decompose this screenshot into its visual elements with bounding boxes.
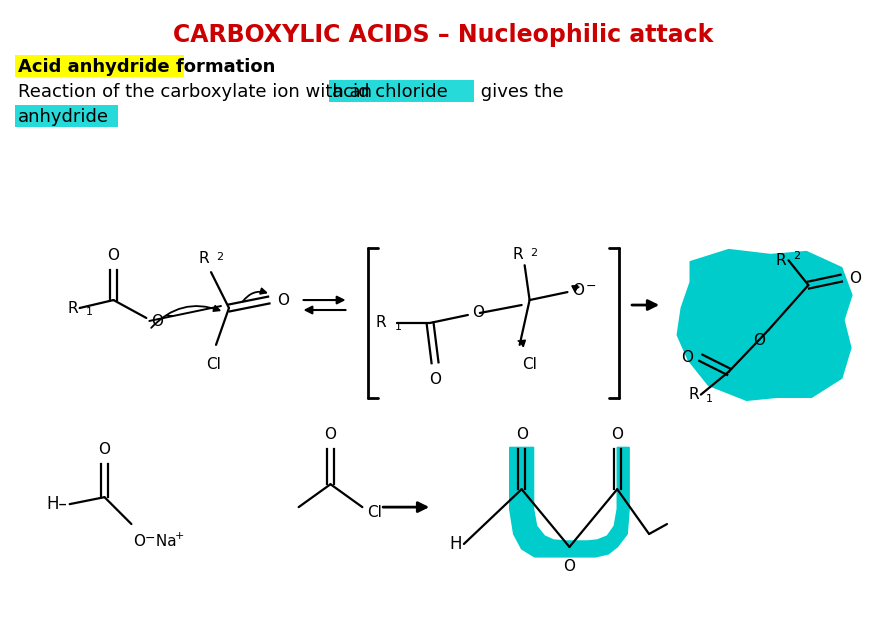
Text: 1: 1 [395,322,401,332]
Polygon shape [509,447,628,557]
Text: −: − [164,310,175,323]
Text: 2: 2 [530,248,537,259]
Text: O: O [571,283,584,298]
Text: 2: 2 [216,252,223,262]
Text: R: R [688,387,698,402]
Text: anhydride: anhydride [18,108,109,126]
Text: O: O [753,333,765,348]
Text: −: − [585,280,595,293]
Text: O: O [610,427,623,442]
Text: O: O [276,293,289,308]
Text: 1: 1 [86,307,92,317]
Text: R: R [375,315,385,330]
Text: gives the: gives the [474,83,563,101]
Text: acid chloride: acid chloride [331,83,447,101]
Text: O: O [152,315,163,330]
Text: O: O [563,559,575,574]
Text: R: R [198,251,209,266]
Text: R: R [511,247,522,262]
Text: H: H [449,535,462,553]
Text: R: R [67,300,78,315]
Text: O: O [133,534,145,549]
Text: 2: 2 [793,251,800,261]
Text: Cl: Cl [206,357,222,372]
Text: O: O [107,248,120,263]
Text: O: O [848,270,860,286]
Text: +: + [175,531,184,541]
Text: O: O [98,442,111,457]
Text: R: R [775,253,786,268]
Text: Acid anhydride formation: Acid anhydride formation [18,58,275,76]
Text: O: O [680,350,692,365]
Text: O: O [515,427,527,442]
FancyBboxPatch shape [15,55,184,77]
Text: 1: 1 [705,394,712,404]
FancyBboxPatch shape [328,80,473,102]
Text: CARBOXYLIC ACIDS – Nucleophilic attack: CARBOXYLIC ACIDS – Nucleophilic attack [173,23,712,47]
Text: O: O [471,305,484,320]
Text: −: − [144,532,155,545]
Text: Na: Na [152,534,176,549]
Text: O: O [324,427,336,442]
Text: Reaction of the carboxylate ion with an: Reaction of the carboxylate ion with an [18,83,377,101]
FancyBboxPatch shape [15,105,119,127]
Text: Cl: Cl [521,357,536,372]
Polygon shape [677,250,851,399]
Text: Cl: Cl [367,505,382,520]
Text: O: O [429,372,440,387]
Text: H–: H– [47,495,67,513]
